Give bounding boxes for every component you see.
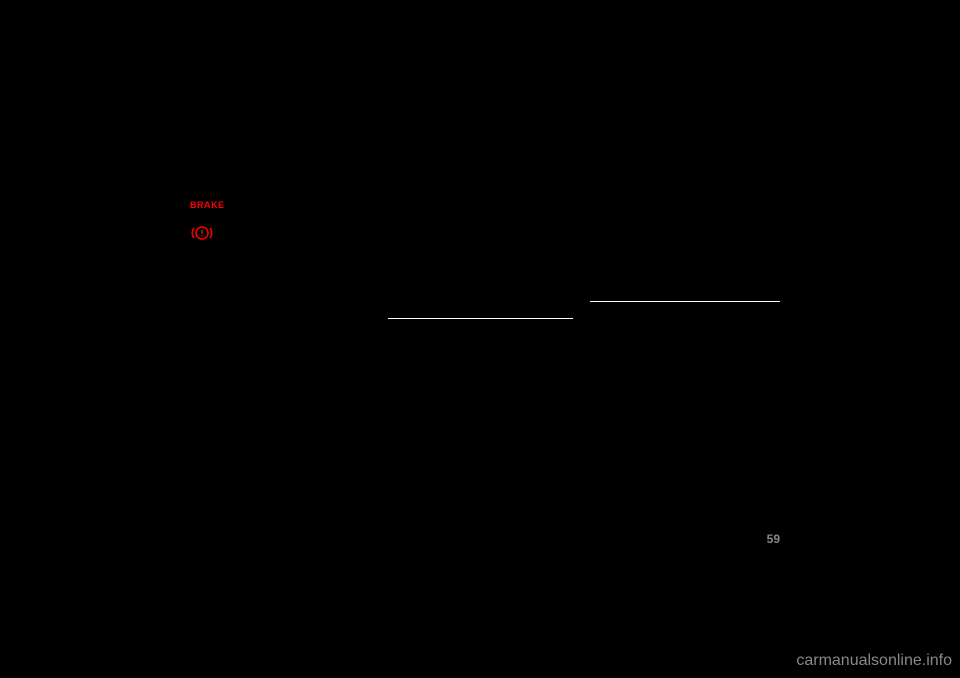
section-divider-right: [590, 301, 780, 302]
page-number: 59: [767, 532, 780, 546]
section-divider-left: [388, 318, 573, 319]
brake-text-icon: BRAKE: [190, 200, 225, 210]
watermark-text: carmanualsonline.info: [796, 652, 952, 670]
brake-warning-icon: [190, 225, 214, 241]
